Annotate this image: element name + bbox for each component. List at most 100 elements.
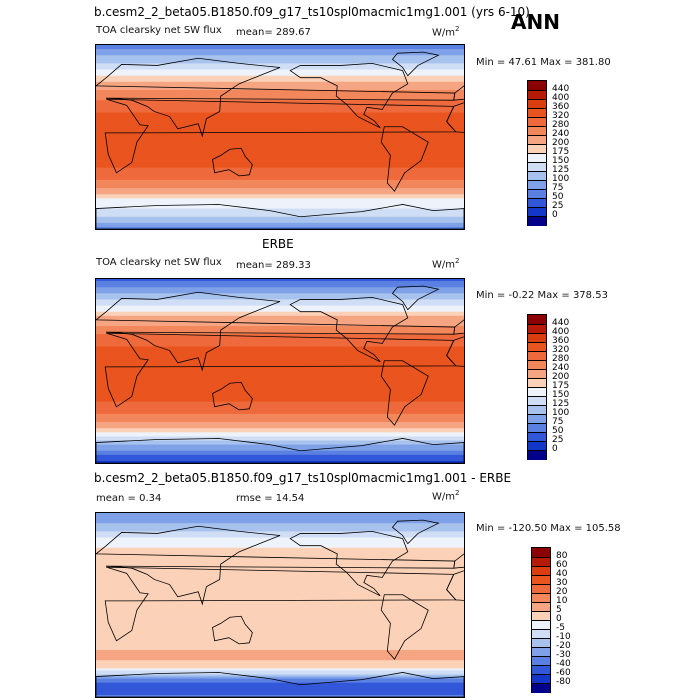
panel3-mean: mean = 0.34 [96,493,162,504]
lat-band [96,61,464,64]
colorbar-tick-label: 0 [556,614,562,624]
panel3-colorbar: 80 60 40 30 20 10 5 0 -5 -10 -20 -30 -40 -60 -80 [531,547,571,693]
lat-band [96,137,464,140]
lat-band [96,541,464,545]
colorbar-tick-label: 200 [552,372,570,382]
colorbar-swatch [532,629,550,639]
lat-band [96,301,464,305]
lat-band [96,354,464,358]
lat-band [96,637,464,641]
lat-band [96,71,464,75]
lat-band [96,686,464,690]
lat-band [96,557,464,561]
lat-band [96,607,464,610]
lat-band [96,291,464,294]
lat-band [96,409,464,413]
lat-band [96,151,464,154]
lat-band [96,110,464,114]
lat-band [96,281,464,284]
lat-band [96,523,464,526]
colorbar-tick-label: 20 [556,587,568,597]
africa-outline [104,98,457,174]
colorbar-swatch [532,566,550,576]
lat-band [96,584,464,588]
colorbar-swatch [528,81,546,91]
lat-band [96,527,464,530]
colorbar-swatch [532,620,550,630]
season-label: ANN [511,10,560,34]
lat-band [96,647,464,651]
lat-band [96,120,464,124]
lat-band [96,517,464,520]
lat-band [96,658,464,661]
colorbar-swatch [528,108,546,118]
lat-band [96,299,464,303]
lat-band [96,63,464,67]
lat-band [96,627,464,631]
colorbar-tick-label: 80 [556,551,568,561]
panel1-minmax: Min = 47.61 Max = 381.80 [476,57,611,68]
lat-band [96,177,464,181]
lat-band [96,692,464,696]
lat-band [96,297,464,301]
lat-band [96,446,464,450]
colorbar-tick-label: 100 [552,174,570,184]
lat-band [96,55,464,58]
lat-band [96,73,464,77]
lat-band [96,360,464,364]
lat-band [96,139,464,142]
lat-band [96,114,464,118]
lat-band [96,617,464,620]
lat-band [96,49,464,52]
panel2-variable: TOA clearsky net SW flux [96,257,222,268]
colorbar-tick-label: 0 [552,210,558,220]
lat-band [96,342,464,346]
colorbar-tick-label: 25 [552,435,564,445]
lat-band [96,161,464,165]
lat-band [96,639,464,643]
lat-band [96,533,464,537]
lat-band [96,104,464,107]
lat-band [96,694,464,697]
lat-band [96,128,464,132]
lat-band [96,543,464,547]
lat-band [96,389,464,393]
colorbar-swatch [532,674,550,684]
colorbar-swatch [528,126,546,136]
lat-band [96,143,464,146]
south-america-outline [380,360,429,426]
lat-band [96,96,464,99]
lat-band [96,179,464,183]
lat-band [96,102,464,105]
lat-band [96,407,464,411]
lat-band [96,169,464,173]
lat-band [96,572,464,575]
lat-band [96,59,464,62]
colorbar-tick-label: -40 [556,659,571,669]
lat-band [96,303,464,307]
lat-band [96,85,464,89]
south-america-outline [380,594,429,660]
lat-band [96,690,464,694]
lat-band [96,422,464,425]
lat-band [96,619,464,622]
lat-band [96,222,464,226]
lat-band [96,79,464,83]
lat-band [96,198,464,201]
panel3-minmax: Min = -120.50 Max = 105.58 [476,523,621,534]
australia-outline [212,147,253,177]
panel1-mean: mean= 289.67 [236,27,311,38]
lat-band [96,684,464,688]
lat-band [96,167,464,171]
lat-band [96,157,464,161]
lat-band [96,564,464,567]
australia-outline [212,615,253,645]
lat-band [96,415,464,419]
lat-band [96,539,464,543]
colorbar-swatch [532,575,550,585]
lat-band [96,399,464,403]
colorbar-tick-label: -80 [556,677,571,687]
heatmap-svg [96,279,464,463]
colorbar-swatch [528,171,546,181]
colorbar-swatch [528,360,546,370]
